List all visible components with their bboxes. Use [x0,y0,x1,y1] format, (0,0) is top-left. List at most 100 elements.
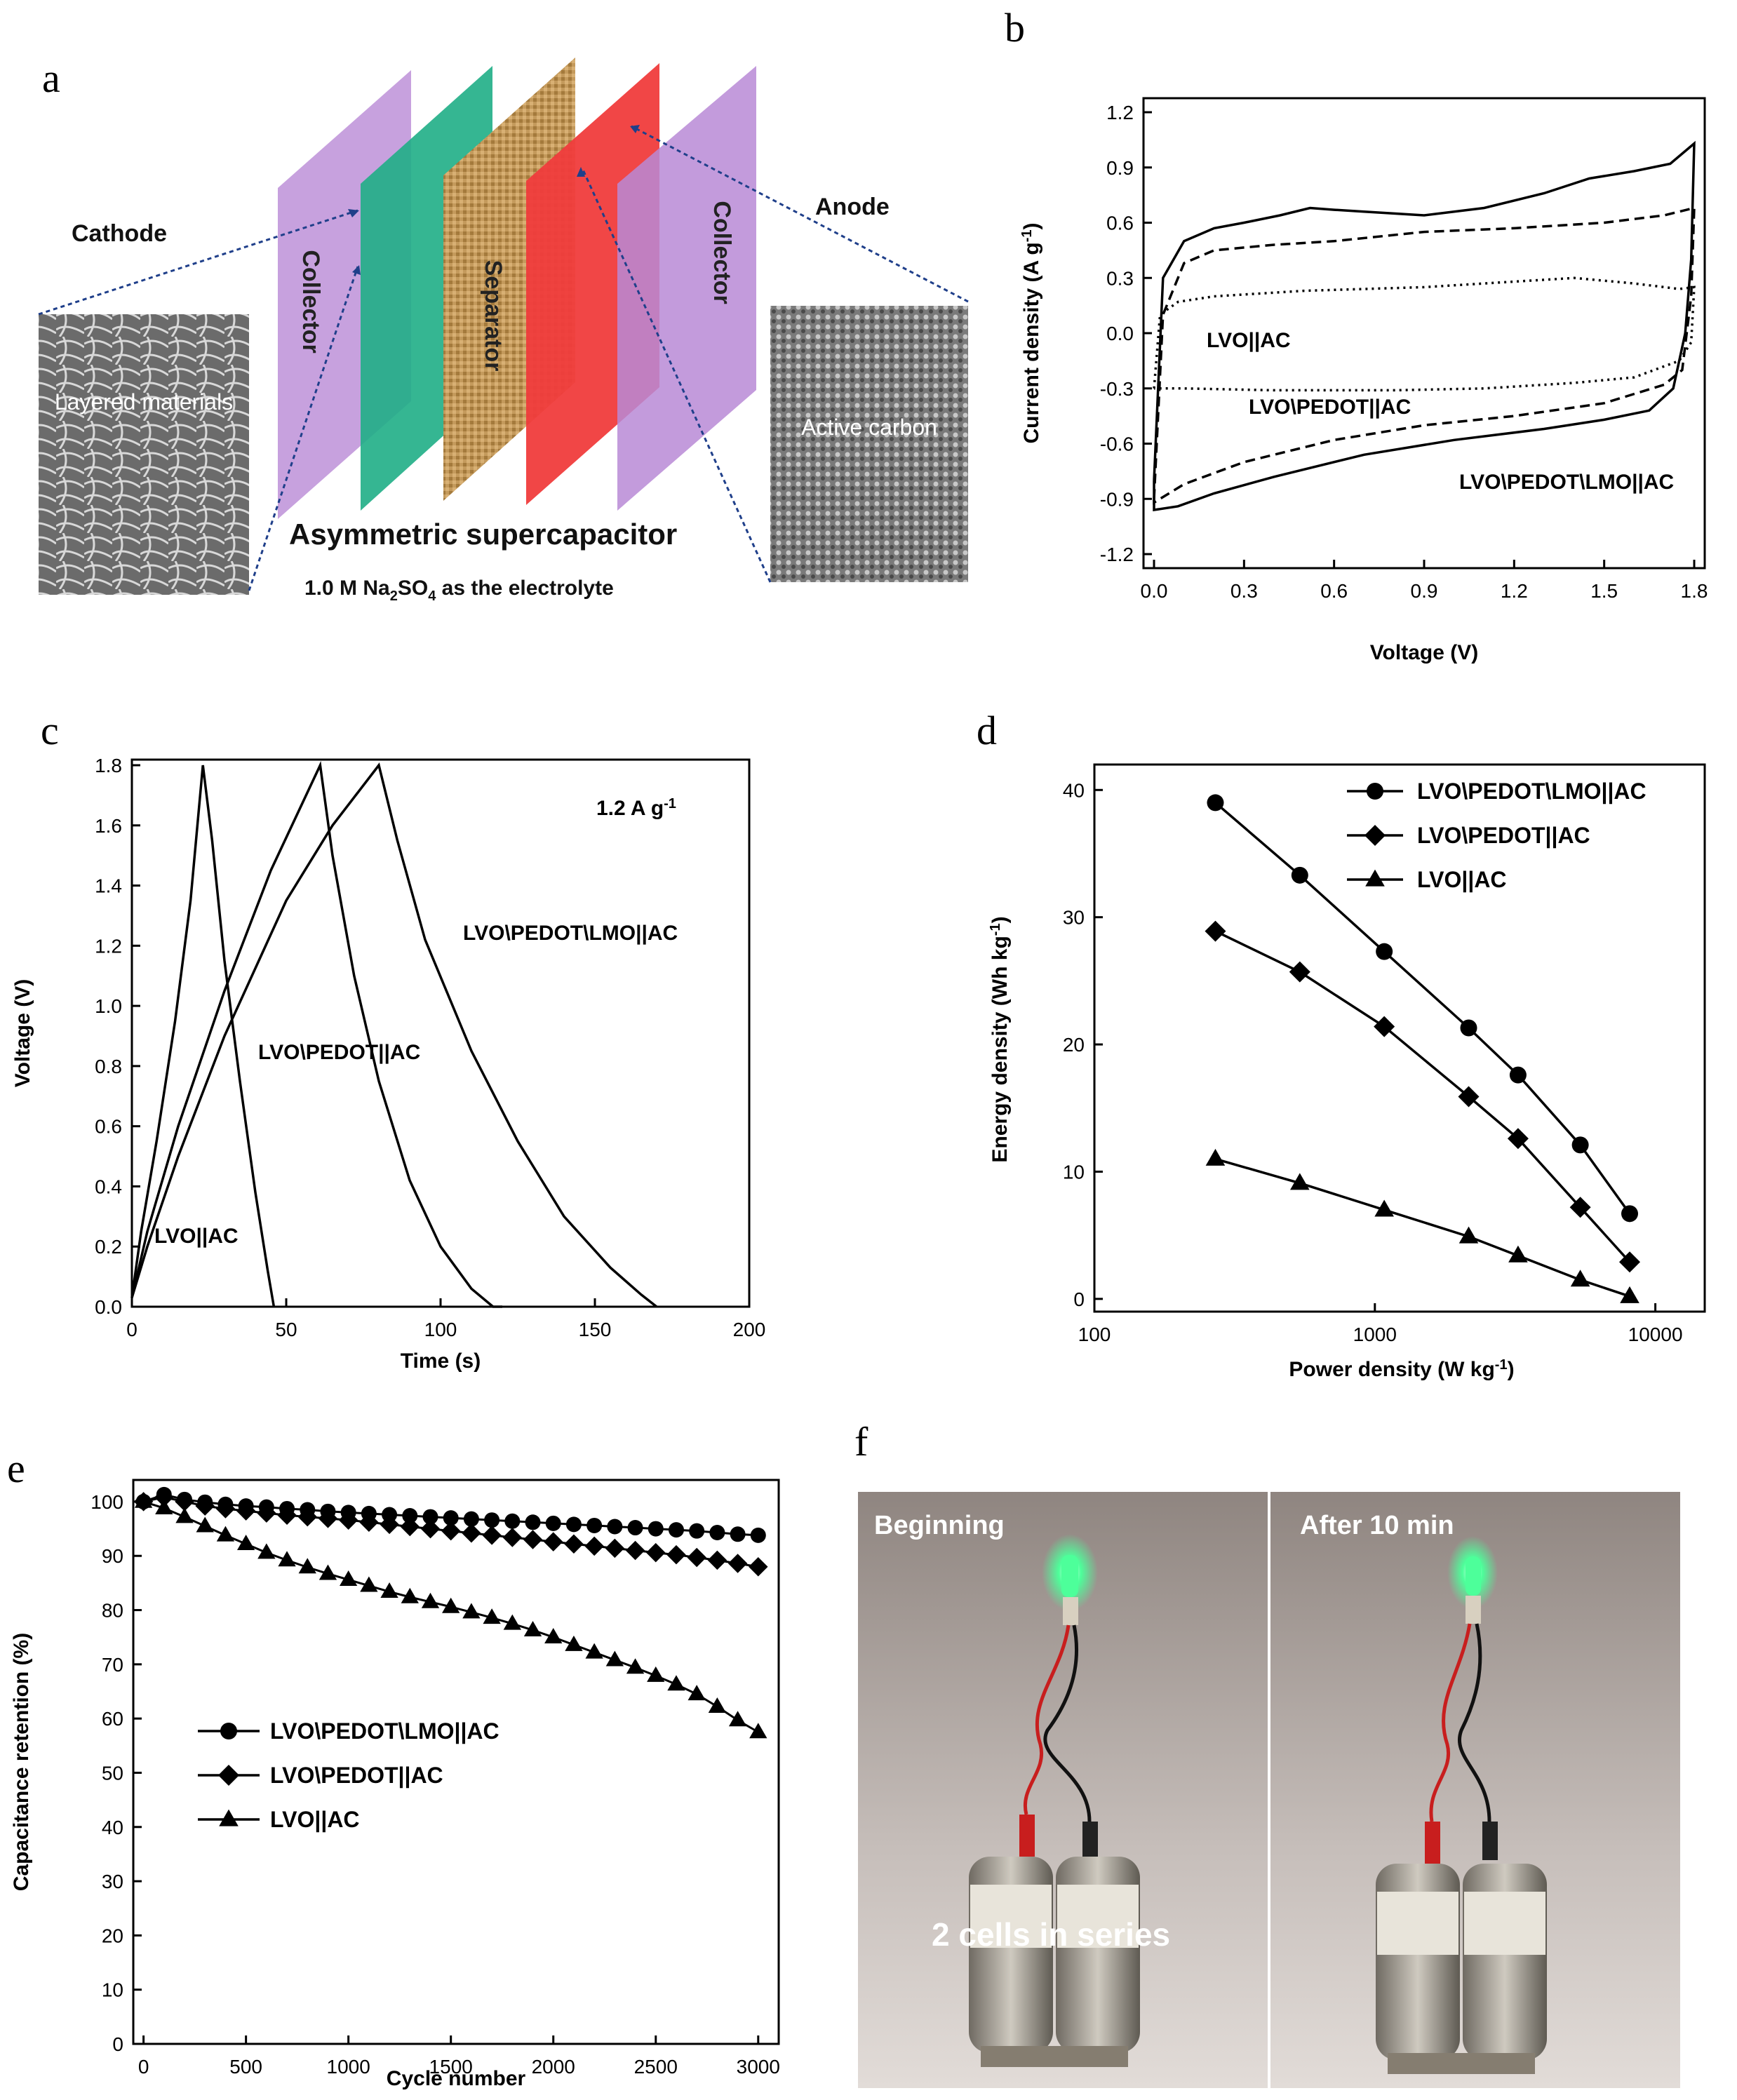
plot-frame [1093,763,1706,1313]
point-circle [402,1508,418,1524]
cv-curve-dotted [1153,276,1696,392]
x-tick-label: 500 [229,2056,262,2078]
y-axis-label: Voltage (V) [11,979,34,1087]
point-circle [422,1509,438,1525]
separator-label: Separator [480,260,507,372]
point-diamond [236,1501,256,1521]
y-tick-label: 0.0 [95,1296,122,1318]
point-triangle [565,1635,583,1651]
collector-right-plate [617,66,756,511]
point-triangle [196,1516,214,1533]
point-triangle [1205,1148,1226,1166]
point-circle [668,1522,684,1538]
x-tick-label: 1000 [327,2056,370,2078]
point-circle [648,1521,664,1537]
point-diamond [1374,1016,1395,1037]
current-density-annotation: 1.2 A g-1 [596,796,676,820]
point-diamond [687,1547,706,1568]
y-tick-label: 100 [90,1491,123,1513]
y-tick-label: 0 [112,2033,123,2055]
ragone-line-triangle [1215,1157,1630,1298]
cycling-chart: 0 500 1000 1500 2000 2500 3000 0 10 20 30 40 50 60 70 8… [10,1479,780,2090]
point-diamond [215,1499,236,1519]
point-triangle [626,1658,645,1674]
point-diamond [441,1521,461,1541]
y-tick-label: 0 [1073,1288,1085,1310]
caption-beginning: Beginning [874,1511,1005,1540]
caption-2-cells-in-series: 2 cells in series [932,1916,1170,1953]
x-tick-label: 100 [424,1319,457,1340]
y-tick-label: 1.8 [95,755,122,776]
y-tick-label: 0.8 [95,1056,122,1077]
y-tick-label: 30 [102,1871,123,1892]
gcd-curve-0 [130,765,276,1307]
point-diamond [1458,1086,1480,1108]
point-diamond [625,1540,645,1561]
point-triangle [585,1643,603,1659]
point-triangle [380,1582,398,1598]
sem-left-label: Layered materials [55,389,233,415]
point-circle [689,1523,705,1539]
x-tick-label: 50 [275,1319,297,1340]
y-tick-label: 40 [1063,779,1085,801]
sem-right-label: Active carbon [801,415,937,440]
point-diamond [1205,920,1226,942]
anode-label: Anode [815,194,890,220]
point-circle [1291,866,1308,884]
cathode-label: Cathode [72,220,167,247]
point-circle [1509,1066,1527,1084]
x-tick-label: 1.8 [1681,580,1708,602]
x-tick-label: 2500 [634,2056,678,2078]
point-triangle [340,1570,358,1587]
point-circle [1376,943,1393,960]
point-diamond [359,1512,379,1533]
panel-label-b: b [1005,5,1025,51]
left-scene [969,1534,1140,2067]
point-triangle [401,1587,419,1603]
cv-curve-dashed [1153,206,1696,505]
point-circle [463,1511,479,1527]
legend-label: LVO||AC [270,1807,360,1832]
label-lvo-pedot: LVO\PEDOT||AC [1249,396,1411,419]
point-diamond [175,1492,194,1512]
point-diamond [318,1509,338,1528]
point-circle [504,1513,521,1529]
point-triangle [236,1535,255,1551]
cv-curve-solid [1153,140,1696,512]
point-circle [1207,794,1224,812]
y-tick-label: 1.4 [95,875,122,897]
gcd-curve-2 [130,762,658,1308]
x-tick-label: 0 [138,2056,149,2078]
x-tick-label: 100 [1078,1324,1111,1345]
point-circle [627,1520,643,1536]
point-diamond [420,1519,441,1539]
point-circle [545,1515,561,1531]
y-tick-label: 0.6 [1106,213,1134,234]
panel-label-a: a [42,55,60,101]
point-circle [1460,1019,1477,1037]
point-triangle [1290,1173,1310,1190]
y-tick-label: 1.2 [95,935,122,957]
y-tick-label: 50 [102,1762,123,1784]
sem-image-left [39,314,249,595]
legend-label: LVO\PEDOT||AC [270,1763,443,1788]
point-diamond [646,1542,666,1563]
point-diamond [749,1556,768,1577]
point-triangle [523,1620,542,1636]
y-tick-label: 1.2 [1106,102,1134,123]
collector-left-label: Collector [297,250,324,353]
point-triangle [605,1650,624,1667]
point-triangle [728,1711,747,1727]
ragone-line-circle [1214,802,1631,1215]
y-axis-label: Energy density (Wh kg-1) [988,916,1012,1162]
y-tick-label: 90 [102,1545,123,1567]
label-lvo: LVO||AC [154,1225,239,1248]
point-diamond [482,1526,502,1545]
collector-right-label: Collector [709,201,735,304]
point-triangle [1374,1199,1394,1217]
point-circle [1571,1136,1589,1154]
point-triangle [462,1603,481,1619]
point-triangle [708,1697,727,1713]
label-lvo-pedot: LVO\PEDOT||AC [258,1041,420,1064]
electrolyte-caption: 1.0 M Na2SO4 as the electrolyte [304,577,614,604]
